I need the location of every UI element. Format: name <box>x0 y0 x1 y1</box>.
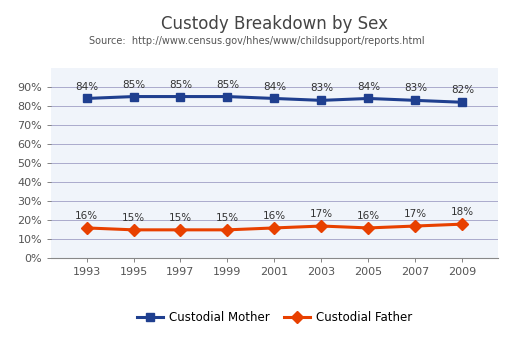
Text: 83%: 83% <box>404 83 427 94</box>
Text: 83%: 83% <box>310 83 333 94</box>
Text: 17%: 17% <box>310 209 333 219</box>
Text: 16%: 16% <box>263 211 286 221</box>
Text: 84%: 84% <box>263 82 286 91</box>
Text: 16%: 16% <box>357 211 380 221</box>
Text: 17%: 17% <box>404 209 427 219</box>
Text: 84%: 84% <box>75 82 98 91</box>
Text: 84%: 84% <box>357 82 380 91</box>
Text: 85%: 85% <box>122 80 145 90</box>
Text: 85%: 85% <box>169 80 192 90</box>
Text: 18%: 18% <box>451 207 474 217</box>
Text: 15%: 15% <box>169 213 192 223</box>
Text: 15%: 15% <box>216 213 239 223</box>
Text: 16%: 16% <box>75 211 98 221</box>
Text: 85%: 85% <box>216 80 239 90</box>
Text: Source:  http://www.census.gov/hhes/www/childsupport/reports.html: Source: http://www.census.gov/hhes/www/c… <box>89 36 424 46</box>
Legend: Custodial Mother, Custodial Father: Custodial Mother, Custodial Father <box>132 306 417 329</box>
Text: 15%: 15% <box>122 213 145 223</box>
Text: 82%: 82% <box>451 85 474 95</box>
Title: Custody Breakdown by Sex: Custody Breakdown by Sex <box>161 15 388 33</box>
